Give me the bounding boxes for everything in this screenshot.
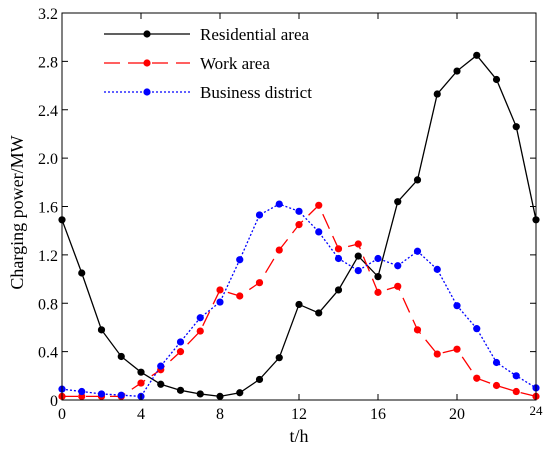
data-point (374, 273, 382, 281)
data-point (196, 327, 204, 335)
data-point (117, 391, 125, 399)
y-tick-label: 0.8 (38, 296, 58, 313)
x-tick-label: 16 (370, 406, 386, 423)
data-point (157, 362, 165, 370)
data-point (117, 352, 125, 361)
data-point (394, 262, 402, 270)
data-point (354, 240, 362, 248)
data-point (176, 338, 185, 346)
data-point (236, 292, 244, 300)
data-point (433, 90, 441, 98)
data-point (512, 387, 520, 396)
x-tick-label: 24 (530, 403, 544, 418)
data-point (157, 380, 165, 388)
y-axis: 0 0.4 0.8 1.2 1.6 2.0 2.4 2.8 3.2 (38, 6, 536, 410)
series-line-2 (62, 204, 537, 398)
y-tick-label: 1.6 (38, 200, 58, 217)
data-point (413, 247, 422, 255)
data-point (97, 326, 106, 334)
data-point (315, 201, 323, 209)
data-point (255, 279, 264, 287)
x-tick-label: 4 (137, 406, 145, 423)
data-point (275, 200, 283, 208)
data-point (295, 207, 303, 215)
legend-marker-3 (143, 88, 151, 96)
y-tick-label: 3.2 (38, 6, 58, 23)
data-point (354, 252, 362, 260)
y-axis-title: Charging power/MW (7, 135, 27, 289)
data-point (374, 254, 382, 263)
data-point (315, 309, 323, 317)
data-point (492, 381, 501, 390)
data-point (137, 379, 145, 387)
data-point (97, 390, 106, 398)
data-point (453, 302, 461, 310)
y-tick-label: 2.0 (38, 151, 58, 168)
data-point (295, 300, 303, 309)
data-point (492, 75, 501, 84)
data-point (137, 368, 145, 376)
y-tick-label: 2.8 (38, 54, 58, 71)
data-point (433, 350, 441, 358)
data-point (473, 325, 481, 333)
x-tick-label: 20 (449, 406, 465, 423)
data-point (413, 176, 422, 184)
series-line-3 (61, 203, 537, 398)
data-point (216, 298, 224, 306)
data-point (433, 265, 441, 273)
y-tick-label: 0 (50, 393, 58, 410)
data-point (295, 221, 303, 229)
data-point (453, 345, 461, 353)
plot-frame (61, 12, 537, 401)
legend-label-1: Residential area (200, 25, 309, 44)
y-tick-label: 0.4 (38, 345, 58, 362)
data-point (512, 372, 520, 380)
data-point (78, 387, 86, 396)
data-point (453, 67, 461, 75)
data-point (334, 254, 343, 263)
data-point (473, 374, 481, 382)
series-markers (58, 51, 540, 400)
data-point (255, 211, 264, 219)
legend-label-3: Business district (200, 83, 312, 102)
data-point (413, 326, 422, 334)
y-tick-label: 2.4 (38, 103, 58, 120)
x-tick-label: 0 (58, 406, 66, 423)
data-point (196, 314, 204, 322)
data-point (354, 266, 362, 275)
data-point (512, 123, 520, 131)
x-tick-label: 8 (216, 406, 224, 423)
data-point (374, 288, 382, 296)
x-tick-label: 12 (291, 406, 307, 423)
x-axis-title: t/h (289, 426, 308, 446)
data-point (216, 286, 224, 294)
data-point (394, 282, 402, 290)
data-point (255, 375, 264, 384)
legend-marker-1 (143, 30, 151, 38)
data-point (394, 198, 402, 206)
data-point (78, 269, 86, 277)
data-point (275, 354, 283, 362)
data-point (334, 286, 343, 294)
data-point (473, 51, 481, 59)
legend-label-2: Work area (200, 54, 270, 73)
data-point (176, 348, 185, 356)
data-point (236, 389, 244, 397)
data-point (196, 390, 204, 398)
data-point (236, 256, 244, 264)
data-point (492, 358, 501, 367)
legend-marker-2 (143, 59, 151, 67)
x-axis: 0 4 8 12 16 20 24 (58, 13, 543, 423)
data-point (334, 245, 343, 253)
legend: Residential area Work area Business distri… (104, 25, 312, 102)
data-point (275, 246, 283, 254)
data-point (176, 386, 185, 394)
data-point (315, 228, 323, 236)
y-tick-label: 1.2 (38, 248, 58, 265)
